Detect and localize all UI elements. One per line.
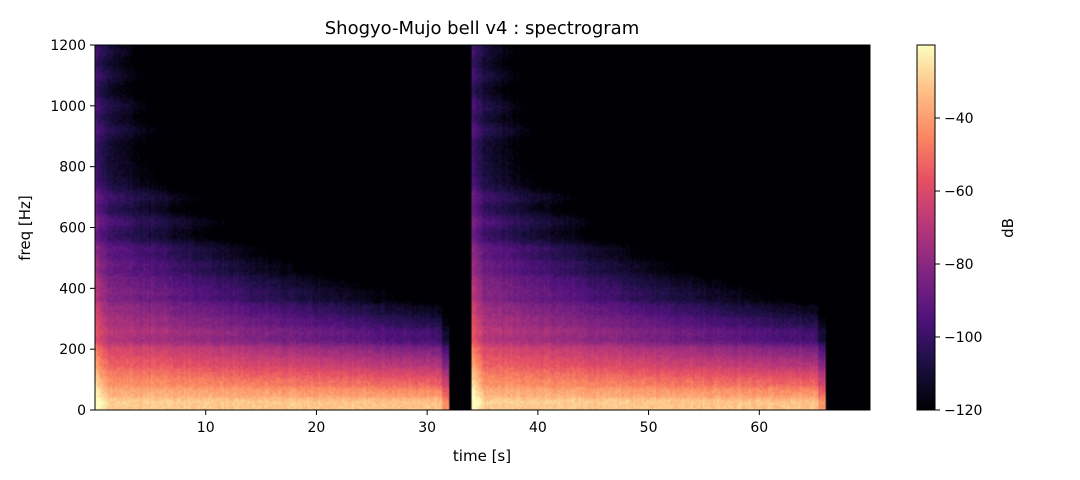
plot-area [94,44,871,411]
y-axis: 0 200 400 600 800 1000 1200 [50,38,95,419]
spectrogram-image [95,45,870,410]
colorbar-tick-label: −100 [944,330,982,346]
y-tick-label: 600 [59,221,86,237]
x-tick-label: 20 [308,420,326,436]
colorbar-ticks: −120 −100 −80 −60 −40 [935,111,982,419]
y-tick-label: 1200 [50,38,86,54]
x-tick-label: 50 [640,420,658,436]
colorbar-tick-label: −60 [944,184,974,200]
colorbar-tick-label: −120 [944,403,982,419]
x-axis-label: time [s] [453,447,511,465]
x-tick-label: 30 [418,420,436,436]
y-tick-label: 200 [59,342,86,358]
x-tick-label: 10 [197,420,215,436]
y-tick-label: 0 [77,403,86,419]
y-tick-label: 400 [59,281,86,297]
colorbar: −120 −100 −80 −60 −40 dB [916,44,1017,419]
x-tick-label: 60 [750,420,768,436]
colorbar-label: dB [999,218,1017,238]
colorbar-tick-label: −40 [944,111,974,127]
colorbar-gradient [916,44,936,411]
x-axis: 10 20 30 40 50 60 [197,410,768,436]
y-tick-label: 800 [59,160,86,176]
y-axis-label: freq [Hz] [16,195,34,261]
colorbar-tick-label: −80 [944,257,974,273]
y-tick-label: 1000 [50,99,86,115]
chart-title: Shogyo-Mujo bell v4 : spectrogram [325,18,640,39]
x-tick-label: 40 [529,420,547,436]
